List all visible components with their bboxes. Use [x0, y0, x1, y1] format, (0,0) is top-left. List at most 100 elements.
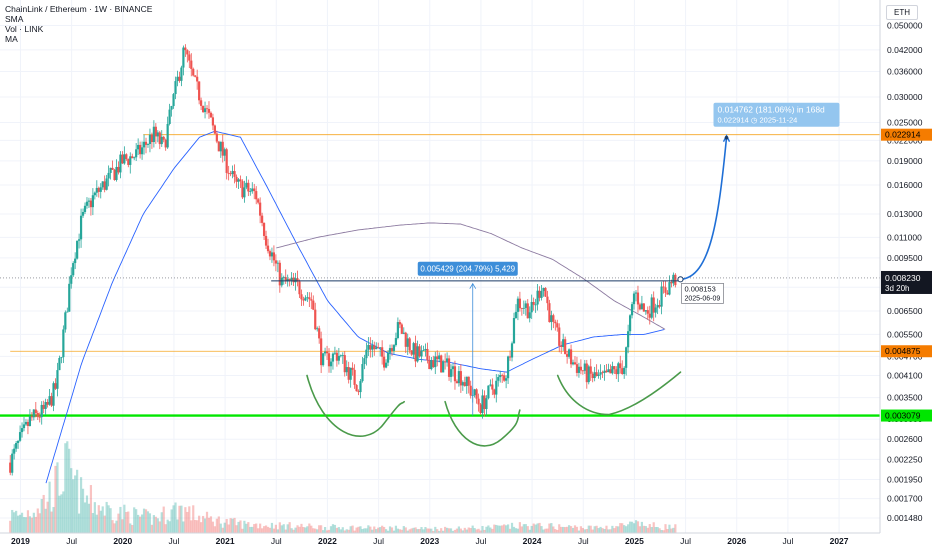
volume-bar: [383, 526, 386, 533]
candle-body: [394, 338, 398, 346]
volume-bar: [237, 521, 240, 533]
candle-body: [599, 372, 602, 375]
volume-bar: [384, 529, 388, 533]
candle-body: [566, 354, 569, 357]
volume-bar: [617, 526, 620, 533]
volume-bar: [414, 527, 417, 533]
candle-body: [613, 366, 616, 370]
drawings-layer: 0.005429 (204.79%) 5,429 0.008153 2025-06-…: [0, 102, 880, 447]
volume-bar: [648, 524, 651, 533]
volume-bar: [323, 527, 327, 533]
target-label-line2: 0.022914 ◷ 2025-11-24: [718, 116, 798, 125]
volume-bar: [646, 527, 649, 533]
candle-body: [46, 402, 49, 405]
price-tick-label: 0.042000: [887, 45, 923, 55]
candle-body: [424, 348, 427, 351]
candle-body: [353, 369, 356, 385]
candle-body: [229, 173, 232, 175]
time-tick-label: 2022: [318, 536, 337, 546]
candle-body: [501, 375, 504, 376]
price-tick-label: 0.036000: [887, 66, 923, 76]
volume-bar: [140, 514, 144, 533]
volume-bar: [44, 508, 47, 533]
price-tick-label: 0.019000: [887, 156, 923, 166]
volume-bar: [607, 529, 610, 533]
volume-bar: [58, 495, 61, 533]
candle-body: [32, 409, 35, 418]
volume-bar: [113, 523, 116, 533]
candle-body: [416, 346, 419, 362]
candle-body: [76, 240, 79, 259]
candle-body: [528, 312, 531, 319]
volume-bar: [142, 508, 146, 533]
volume-bar: [66, 441, 69, 533]
volume-bar: [115, 520, 118, 533]
time-tick-label: 2024: [523, 536, 542, 546]
candle-body: [11, 453, 14, 473]
volume-bar: [530, 525, 533, 533]
volume-bar: [318, 525, 321, 533]
candle-body: [30, 416, 33, 418]
candle-body: [205, 108, 209, 110]
projection-end-dot: [724, 135, 729, 140]
candle-body: [255, 191, 258, 200]
candle-body: [89, 200, 93, 208]
candle-body: [432, 360, 435, 368]
volume-bar: [434, 526, 437, 533]
candle-body: [373, 345, 376, 350]
volume-bar: [501, 525, 504, 533]
candle-body: [583, 363, 586, 371]
candle-body: [164, 139, 167, 148]
candle-body: [400, 324, 403, 334]
volume-bar: [264, 525, 268, 533]
volume-bar: [412, 527, 415, 533]
candle-body: [203, 108, 207, 113]
volume-bar: [156, 518, 159, 533]
volume-bar: [322, 530, 325, 533]
legend-ma[interactable]: MA: [5, 34, 18, 44]
volume-bar: [575, 526, 579, 533]
volume-bar: [485, 526, 488, 533]
volume-bar: [467, 527, 470, 533]
volume-bar: [463, 527, 466, 533]
volume-bar: [101, 506, 104, 533]
volume-bar: [662, 530, 665, 533]
volume-bar: [532, 523, 535, 533]
candle-body: [308, 297, 311, 300]
candle-body: [386, 352, 390, 363]
volume-bar: [605, 525, 608, 533]
cup-annotation: [444, 400, 521, 447]
candle-body: [62, 329, 65, 358]
candle-body: [87, 200, 91, 202]
candle-body: [24, 421, 28, 425]
volume-bar: [223, 522, 226, 533]
currency-button[interactable]: ETH: [886, 5, 918, 20]
legend-volume[interactable]: Vol · LINK: [5, 24, 44, 34]
legend-sma[interactable]: SMA: [5, 14, 24, 24]
volume-bar: [335, 527, 338, 533]
volume-bar: [284, 529, 287, 533]
candle-body: [575, 364, 579, 373]
projection-arrowhead: [722, 134, 731, 143]
volume-bar: [24, 517, 28, 533]
volume-bar: [268, 527, 272, 533]
candle-body: [567, 349, 571, 357]
candle-body: [121, 154, 124, 164]
candle-body: [72, 263, 75, 276]
volume-bar: [560, 526, 563, 533]
candle-body: [227, 172, 230, 174]
volume-bar: [390, 527, 394, 533]
volume-bar: [78, 513, 81, 533]
candle-body: [377, 347, 380, 349]
volume-bar: [99, 510, 102, 533]
candle-body: [512, 317, 516, 344]
candle-body: [341, 355, 344, 356]
volume-bar: [514, 528, 518, 533]
gridlines: [0, 0, 880, 533]
candle-body: [615, 369, 618, 375]
candle-body: [331, 353, 335, 362]
candle-body: [345, 367, 348, 373]
volume-bar: [343, 530, 346, 533]
